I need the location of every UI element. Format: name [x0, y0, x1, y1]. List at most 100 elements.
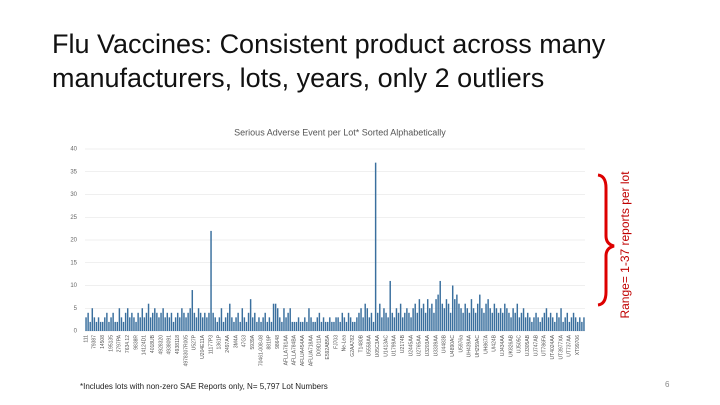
bar	[245, 321, 248, 331]
bar	[479, 294, 481, 331]
bar	[416, 312, 419, 331]
bar	[451, 285, 454, 331]
bar	[339, 321, 341, 331]
bar	[347, 312, 350, 331]
bar	[95, 321, 98, 331]
y-tick-label: 15	[70, 260, 77, 266]
bar	[399, 303, 402, 331]
x-tick-label: 11177P3	[208, 335, 214, 354]
bar	[581, 321, 583, 331]
bar	[114, 321, 116, 331]
bar	[256, 321, 258, 331]
bar	[164, 317, 166, 331]
bar	[274, 303, 277, 331]
x-tick-label: U2445AA	[408, 334, 414, 356]
x-tick-label: U5558AA	[367, 334, 373, 356]
bar	[466, 308, 469, 331]
x-tick-label: 4928320	[158, 335, 164, 355]
bar	[468, 312, 471, 331]
bar	[239, 321, 241, 331]
bar	[393, 317, 396, 331]
bar	[264, 312, 266, 331]
x-tick-label: UH439AA	[467, 334, 473, 357]
x-tick-label: UH867A	[483, 334, 489, 354]
bar	[360, 308, 362, 331]
bar	[320, 321, 323, 331]
bar	[93, 317, 96, 331]
bar	[562, 321, 564, 331]
bar	[506, 308, 508, 331]
bar	[349, 317, 352, 331]
x-tick-label: 4978307R005	[183, 335, 189, 367]
bar	[483, 312, 485, 331]
x-tick-label: 195135	[108, 335, 114, 352]
bar	[293, 321, 296, 331]
bar	[385, 312, 387, 331]
bar	[251, 317, 254, 331]
bar	[199, 312, 202, 331]
bar	[489, 308, 491, 331]
x-tick-label: UJ505C	[517, 335, 523, 353]
bar	[183, 312, 185, 331]
bar	[541, 317, 544, 331]
bar	[362, 317, 364, 331]
bar	[129, 317, 131, 331]
bar	[139, 317, 141, 331]
bar	[404, 312, 406, 331]
bar	[168, 317, 171, 331]
x-tick-label: U05C3AA	[375, 334, 381, 357]
bar	[322, 317, 325, 331]
bar	[312, 321, 314, 331]
bar	[395, 308, 398, 331]
bar	[389, 280, 391, 331]
bar	[351, 321, 354, 331]
bar	[204, 312, 206, 331]
bar	[197, 308, 200, 331]
x-tick-label: 5939A	[250, 334, 256, 349]
bar	[235, 317, 237, 331]
bar	[249, 299, 252, 331]
bar	[135, 321, 137, 331]
bar	[408, 312, 410, 331]
bar	[181, 308, 183, 331]
x-tick-label: 4018UB	[150, 334, 156, 353]
bar	[270, 321, 273, 331]
x-tick-label: UT737AA	[567, 334, 573, 356]
x-tick-label: 14124D1	[142, 335, 148, 356]
y-tick-label: 20	[70, 238, 77, 244]
bar	[412, 308, 414, 331]
bar	[337, 317, 339, 331]
bar	[212, 312, 214, 331]
bar	[458, 303, 460, 331]
bar	[99, 321, 102, 331]
bar	[366, 308, 369, 331]
bar	[560, 308, 562, 331]
bar	[576, 321, 579, 331]
bar	[516, 303, 519, 331]
bar	[166, 312, 169, 331]
bar	[531, 321, 533, 331]
x-tick-label: 98648	[275, 335, 281, 349]
bar	[464, 303, 466, 331]
bar	[335, 317, 337, 331]
bar	[443, 308, 446, 331]
bar	[218, 317, 221, 331]
bar	[247, 312, 250, 331]
bar	[310, 317, 312, 331]
x-tick-label: 7634.12	[125, 335, 131, 353]
bar	[374, 162, 377, 331]
bar	[414, 303, 416, 331]
x-tick-label: G2AA782	[350, 335, 356, 357]
x-tick-label: 47G3	[242, 335, 248, 347]
bar	[372, 321, 375, 331]
bar	[141, 308, 144, 331]
bar	[112, 312, 114, 331]
bar	[287, 312, 289, 331]
bar	[193, 312, 196, 331]
x-tick-label: 3M4A	[233, 334, 239, 348]
bar	[545, 308, 548, 331]
bar	[472, 308, 475, 331]
bar	[308, 308, 310, 331]
bar	[439, 280, 441, 331]
